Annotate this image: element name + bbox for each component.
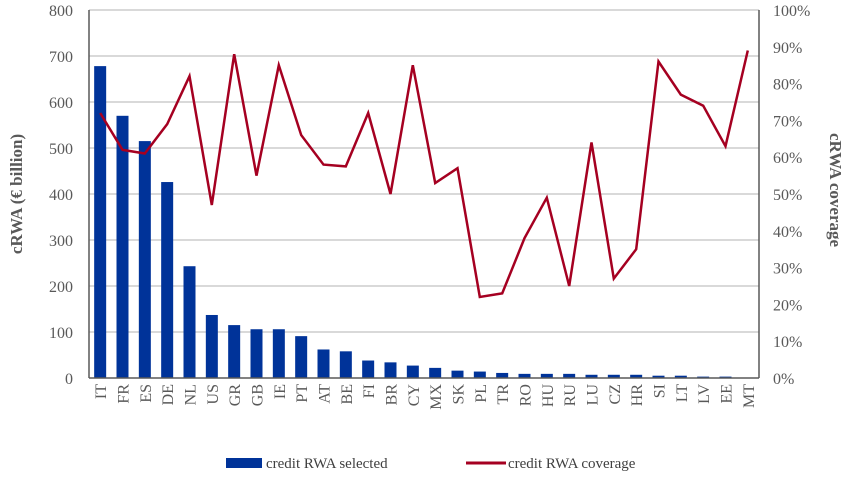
y-axis-ticks: 0 100 200 300 400 500 600 700 800 — [49, 3, 73, 388]
x-tick-label: DE — [160, 384, 177, 405]
bar-GR — [228, 325, 241, 378]
y2-tick-label: 100% — [773, 3, 810, 20]
x-tick-label: MT — [741, 384, 758, 408]
y-tick-label: 200 — [49, 279, 73, 296]
x-tick-label: FR — [116, 384, 133, 404]
x-tick-label: HU — [540, 384, 557, 408]
x-tick-label: RU — [562, 384, 579, 407]
y2-tick-label: 70% — [773, 113, 802, 130]
x-tick-label: CZ — [607, 384, 624, 404]
y2-tick-label: 30% — [773, 261, 802, 278]
y-tick-label: 0 — [65, 371, 73, 388]
x-tick-label: GB — [250, 384, 267, 406]
bar-US — [205, 314, 218, 378]
x-tick-label: IE — [272, 384, 289, 399]
x-tick-label: TR — [495, 384, 512, 405]
bar-LT — [674, 375, 687, 378]
x-tick-label: GR — [227, 384, 244, 407]
legend: credit RWA selected credit RWA coverage — [226, 456, 636, 472]
bar-MX — [429, 367, 442, 378]
x-tick-label: US — [205, 384, 222, 404]
bar-FR — [116, 115, 129, 379]
bar-NL — [183, 266, 196, 378]
y2-tick-label: 60% — [773, 150, 802, 167]
y2-tick-label: 40% — [773, 224, 802, 241]
axes — [88, 10, 760, 379]
line-series — [99, 50, 750, 299]
x-tick-label: HR — [629, 384, 646, 407]
bar-IE — [272, 329, 285, 378]
x-tick-label: ES — [138, 384, 155, 403]
y2-axis-title: cRWA coverage — [826, 133, 845, 248]
bar-CY — [406, 365, 419, 378]
x-tick-label: LV — [696, 384, 713, 404]
x-tick-label: LT — [674, 384, 691, 402]
y-tick-label: 400 — [49, 187, 73, 204]
bar-PL — [473, 371, 486, 378]
bar-SK — [451, 370, 464, 378]
bar-AT — [317, 349, 330, 378]
y2-tick-label: 90% — [773, 40, 802, 57]
bar-BR — [384, 362, 397, 378]
bar-DE — [161, 182, 174, 378]
y2-tick-label: 80% — [773, 77, 802, 94]
y-tick-label: 500 — [49, 141, 73, 158]
x-tick-label: LU — [585, 384, 602, 406]
bar-SI — [652, 375, 665, 378]
x-tick-label: AT — [317, 384, 334, 404]
x-tick-label: CY — [406, 384, 423, 407]
y2-axis-ticks: 0% 10% 20% 30% 40% 50% 60% 70% 80% 90% 100% — [773, 3, 810, 388]
bar-IT — [94, 66, 107, 379]
bar-RU — [563, 373, 576, 378]
bar-ES — [138, 141, 151, 378]
x-tick-label: EE — [719, 384, 736, 404]
x-tick-label: FI — [361, 384, 378, 398]
legend-swatch-bars — [226, 458, 262, 468]
bar-HR — [630, 374, 643, 378]
x-tick-label: SK — [451, 384, 468, 405]
y-tick-label: 300 — [49, 233, 73, 250]
bar-TR — [496, 372, 509, 378]
y2-tick-label: 0% — [773, 371, 794, 388]
y-tick-label: 600 — [49, 95, 73, 112]
y-tick-label: 700 — [49, 49, 73, 66]
bar-CZ — [607, 374, 620, 378]
bar-GB — [250, 329, 263, 378]
x-tick-label: BE — [339, 384, 356, 404]
y2-tick-label: 20% — [773, 297, 802, 314]
bar-series — [94, 66, 754, 379]
x-tick-label: PT — [294, 384, 311, 403]
bar-PT — [295, 336, 308, 378]
coverage-line — [99, 50, 750, 299]
bar-HU — [540, 373, 553, 378]
legend-label-line: credit RWA coverage — [508, 456, 636, 472]
bar-FI — [362, 360, 375, 378]
y2-tick-label: 10% — [773, 334, 802, 351]
y2-tick-label: 50% — [773, 187, 802, 204]
bar-BE — [339, 351, 352, 378]
y-axis-title: cRWA (€ billion) — [7, 134, 26, 254]
legend-label-bars: credit RWA selected — [266, 456, 388, 472]
x-axis-ticks: IT FR ES DE NL US GR GB IE PT AT BE FI BR CY MX SK PL TR RO… — [93, 384, 758, 410]
x-tick-label: MX — [428, 384, 445, 410]
bar-LU — [585, 374, 598, 378]
x-tick-label: BR — [384, 384, 401, 406]
x-tick-label: IT — [93, 384, 110, 399]
x-tick-label: PL — [473, 384, 490, 403]
y-tick-label: 800 — [49, 3, 73, 20]
x-tick-label: RO — [518, 384, 535, 406]
y-tick-label: 100 — [49, 325, 73, 342]
bar-RO — [518, 373, 531, 378]
x-tick-label: NL — [183, 384, 200, 405]
x-tick-label: SI — [652, 384, 669, 398]
